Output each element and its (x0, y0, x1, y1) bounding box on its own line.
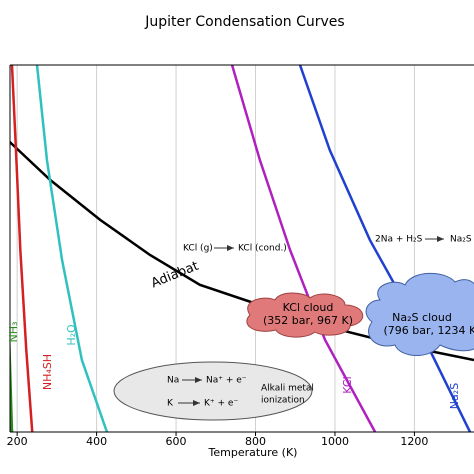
curve-label: NH₄SH (41, 354, 54, 390)
cloud-detail: (796 bar, 1234 K) (383, 324, 474, 337)
kcl-cloud: KCl cloud (352 bar, 967 K) (246, 292, 363, 338)
curve (35, 65, 109, 432)
curve (230, 65, 377, 432)
cloud-label: KCl cloud (283, 301, 334, 314)
curve-label: Adiabat (149, 259, 201, 292)
ionization-box: Na Na⁺ + e⁻ K K⁺ + e⁻ Alkali metal ioniz… (113, 361, 314, 421)
reaction-right: Na⁺ + e⁻ (206, 376, 247, 386)
reaction-right: Na₂S (450, 235, 472, 245)
curve-label: Na₂S (448, 383, 461, 409)
x-axis-label: Temperature (K) (208, 446, 298, 459)
x-tick-label: 800 (245, 435, 266, 448)
chart-title: Jupiter Condensation Curves (144, 14, 344, 30)
x-tick-label: 600 (166, 435, 187, 448)
curve-label: H₂O (65, 324, 78, 346)
reaction-right: KCl (cond.) (238, 244, 287, 254)
note: ionization (261, 396, 305, 406)
reaction-left: K (167, 399, 174, 409)
curve (298, 65, 472, 432)
cloud-detail: (352 bar, 967 K) (263, 314, 353, 327)
x-tick-label: 1200 (400, 435, 428, 448)
reaction-left: KCl (g) (183, 244, 213, 254)
curve-label: KCl (341, 376, 354, 393)
curve-label: NH₃ (7, 322, 20, 343)
curve (10, 324, 14, 432)
curve (10, 65, 34, 432)
reaction-right: K⁺ + e⁻ (204, 399, 238, 409)
na2s-cloud: Na₂S cloud (796 bar, 1234 K) (365, 272, 474, 356)
note: Alkali metal (261, 384, 314, 394)
x-tick-label: 400 (86, 435, 107, 448)
reaction-left: Na (167, 376, 179, 386)
x-tick-label: 200 (7, 435, 28, 448)
cloud-label: Na₂S cloud (392, 311, 452, 324)
reaction-left: 2Na + H₂S (375, 235, 423, 245)
x-tick-label: 1000 (321, 435, 349, 448)
